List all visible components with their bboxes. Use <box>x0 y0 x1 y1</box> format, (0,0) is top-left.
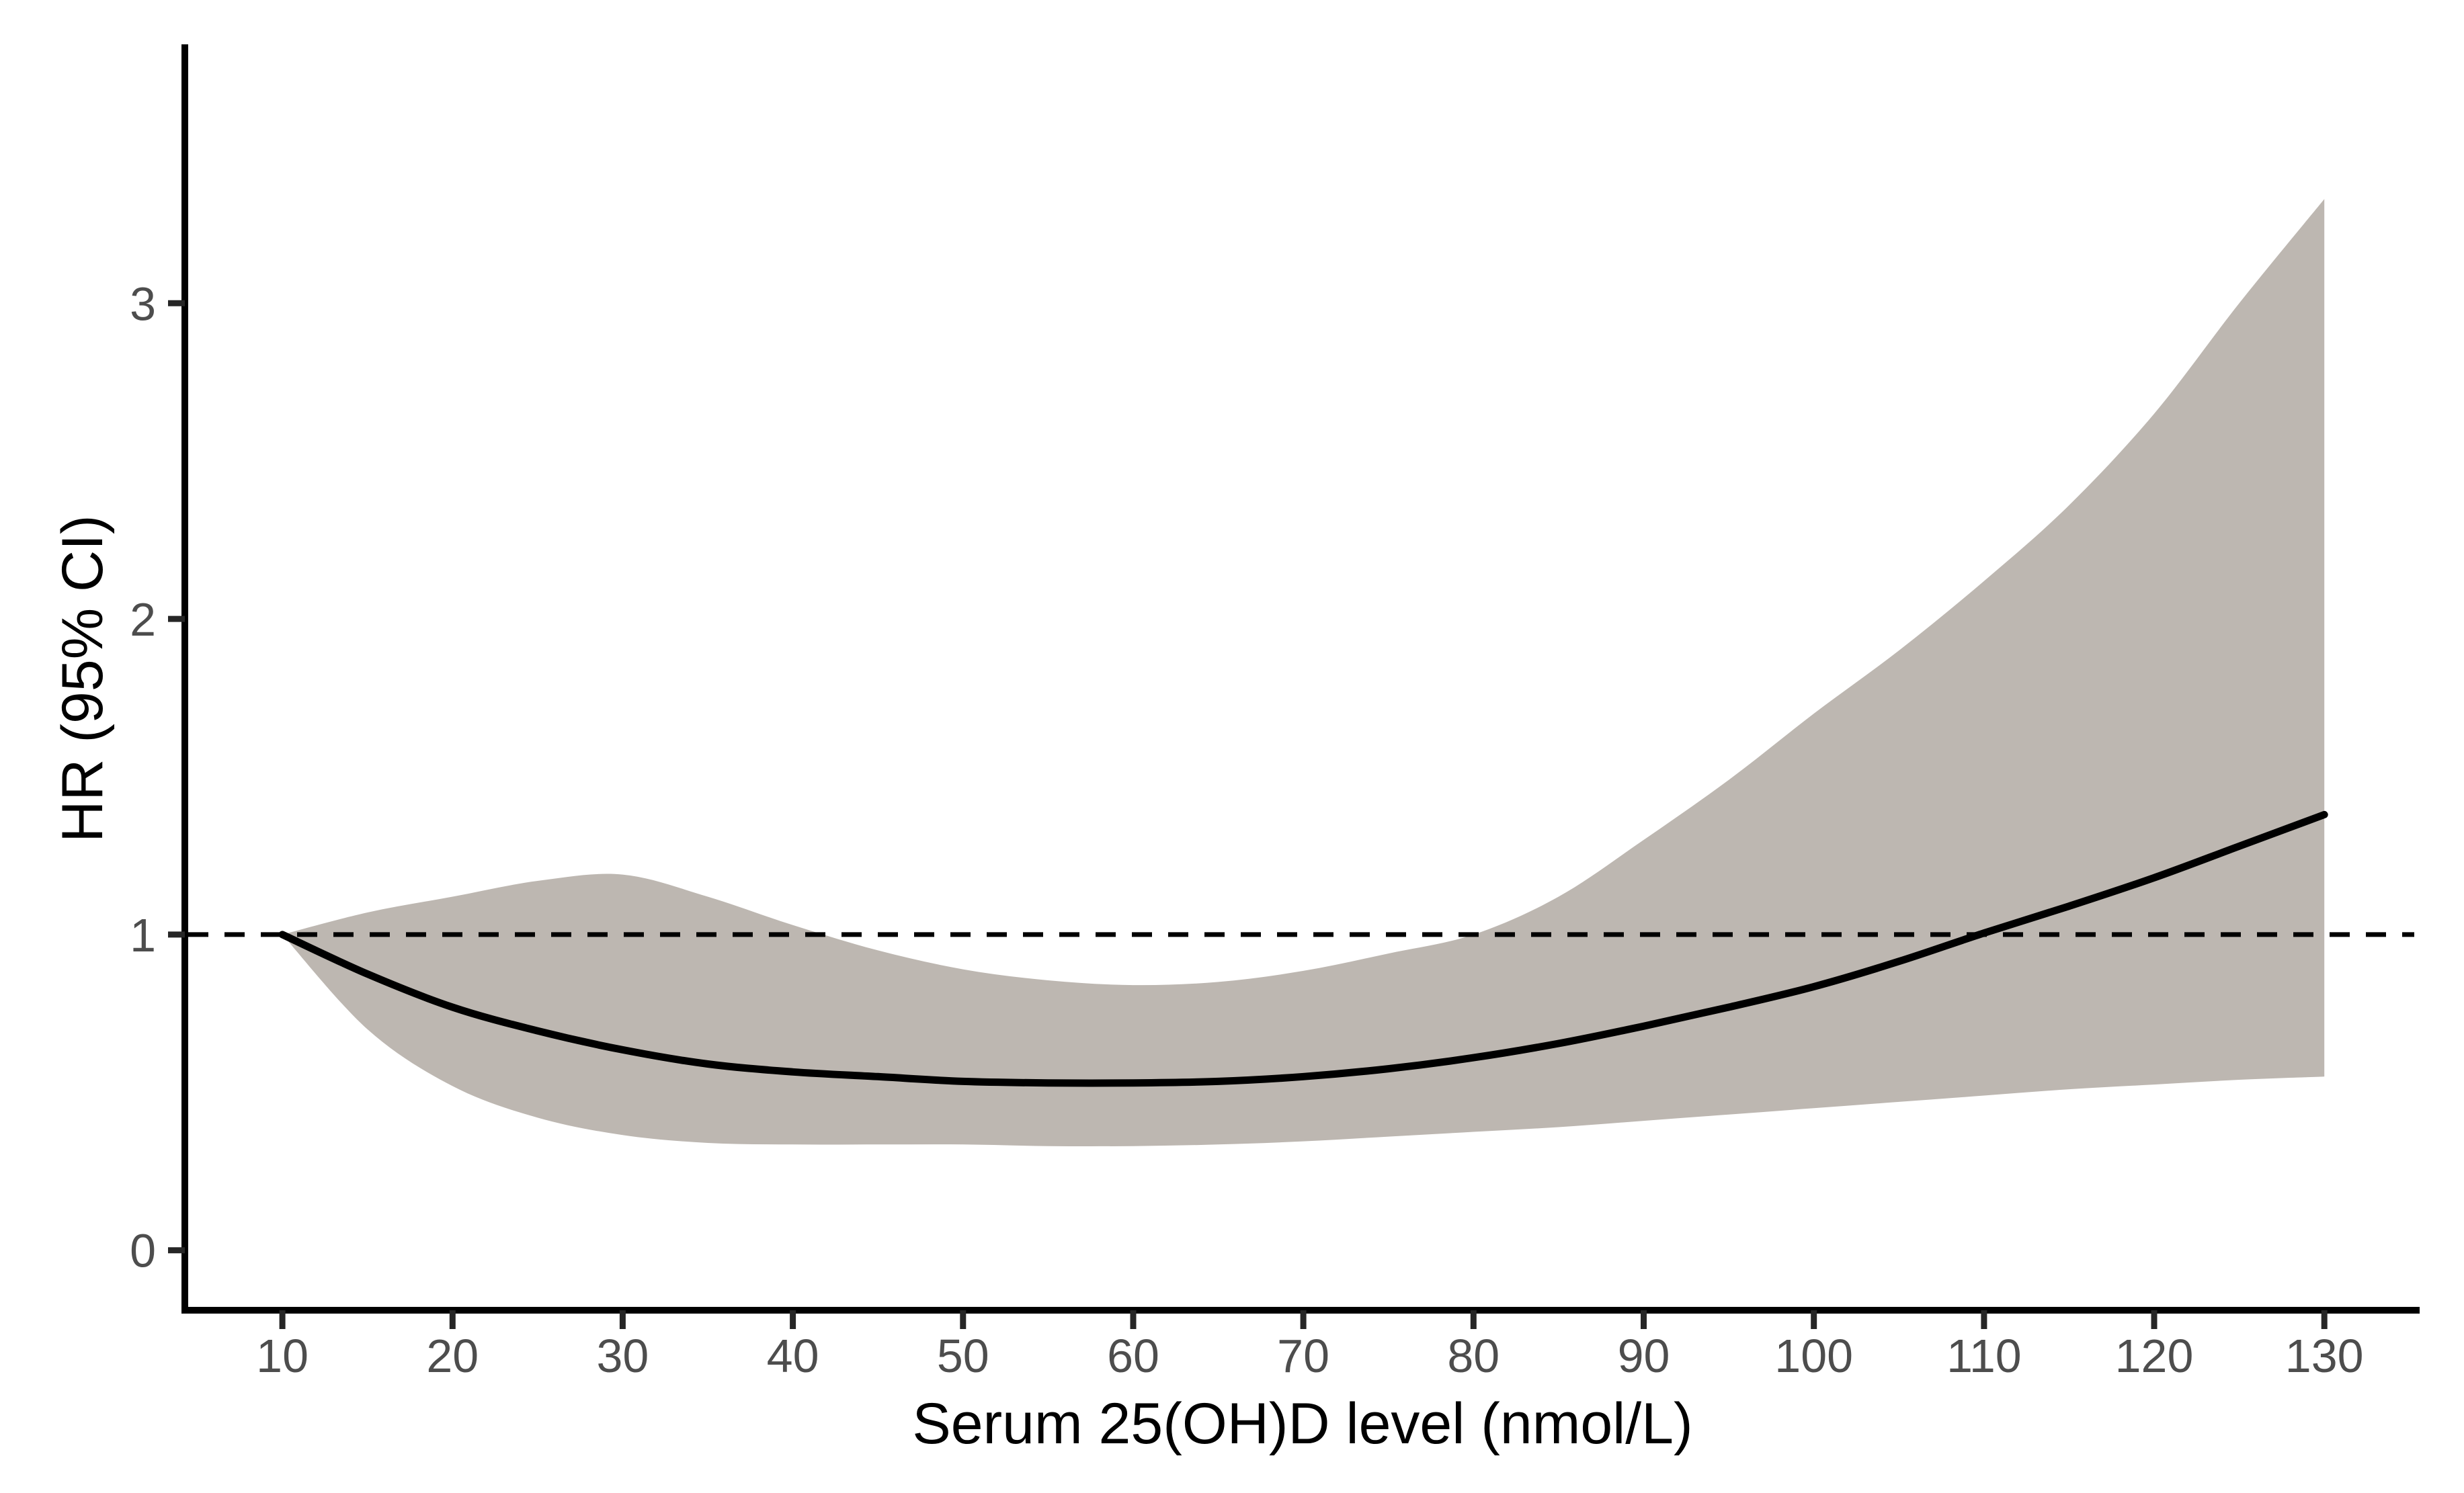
x-tick-label: 70 <box>1277 1330 1329 1382</box>
x-tick-label: 90 <box>1618 1330 1670 1382</box>
x-tick-label: 130 <box>2285 1330 2364 1382</box>
x-tick-label: 110 <box>1946 1330 2022 1382</box>
hr-curve <box>278 810 2328 1087</box>
ci-band <box>282 199 2325 1147</box>
y-axis-title: HR (95% CI) <box>50 515 115 842</box>
x-tick-label: 120 <box>2115 1330 2194 1382</box>
y-tick-label: 0 <box>130 1225 156 1277</box>
x-axis-title: Serum 25(OH)D level (nmol/L) <box>912 1392 1692 1456</box>
x-tick-label: 30 <box>596 1330 649 1382</box>
x-tick-label: 40 <box>767 1330 819 1382</box>
y-axis-ticks: 0 1 2 3 <box>130 278 185 1277</box>
x-tick-label: 60 <box>1107 1330 1159 1382</box>
x-tick-label: 100 <box>1774 1330 1853 1382</box>
x-tick-label: 20 <box>426 1330 479 1382</box>
y-tick-label: 2 <box>130 593 156 646</box>
x-tick-label: 50 <box>937 1330 989 1382</box>
x-tick-label: 10 <box>256 1330 309 1382</box>
x-axis-ticks: 10 20 30 40 50 60 70 80 90 100 110 120 130 <box>256 1310 2364 1382</box>
y-tick-label: 3 <box>130 278 156 330</box>
y-tick-label: 1 <box>130 909 156 962</box>
x-tick-label: 80 <box>1447 1330 1500 1382</box>
